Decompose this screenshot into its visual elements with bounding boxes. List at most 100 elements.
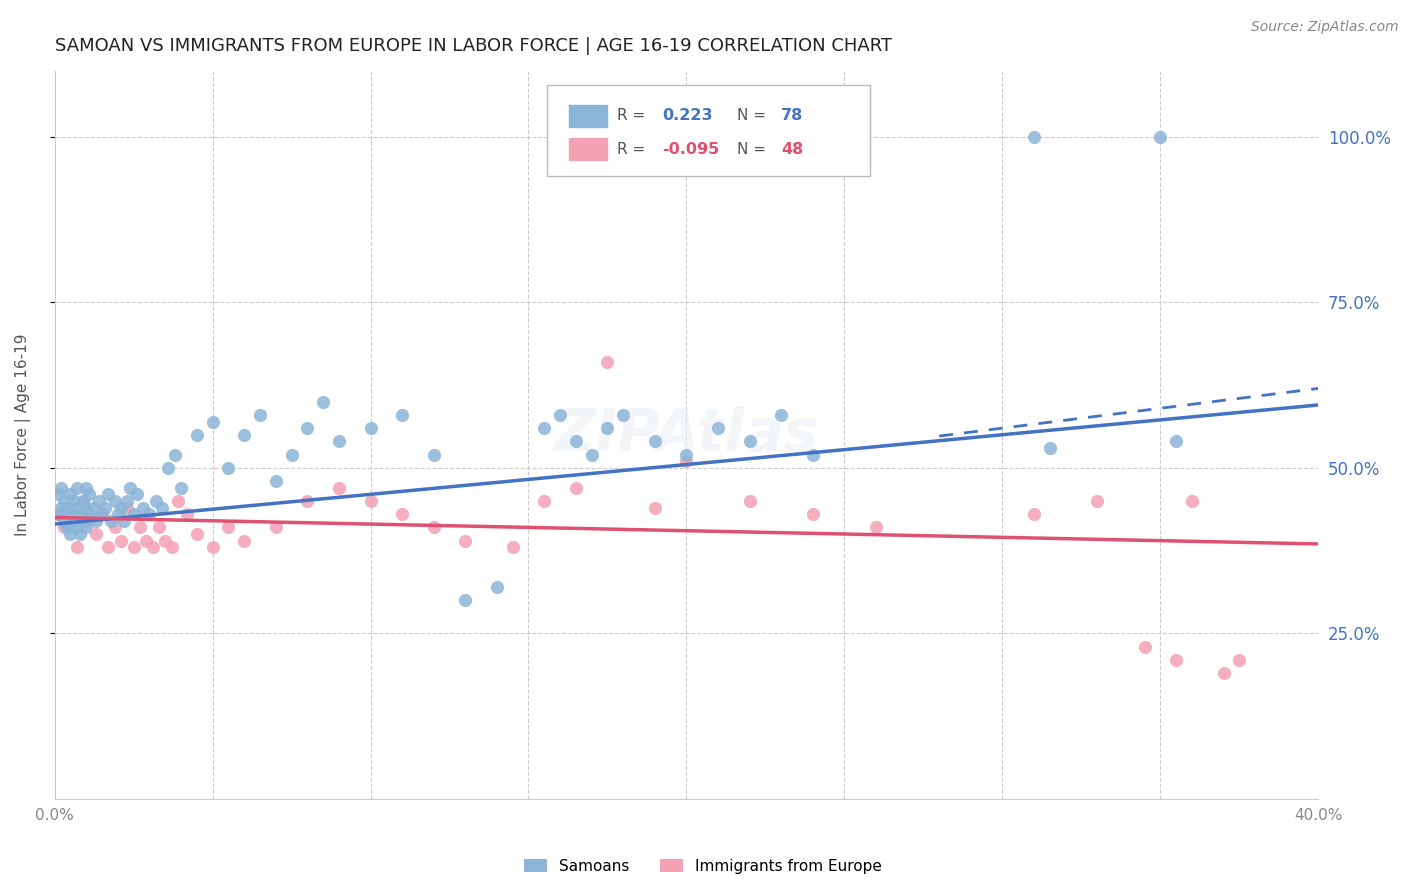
Point	[485, 580, 508, 594]
Point	[97, 541, 120, 555]
Point	[233, 427, 256, 442]
Point	[66, 500, 89, 515]
Point	[249, 408, 271, 422]
Point	[328, 481, 350, 495]
Point	[801, 448, 824, 462]
Point	[72, 494, 94, 508]
Point	[217, 520, 239, 534]
Point	[110, 533, 132, 548]
Point	[644, 500, 666, 515]
Point	[1022, 130, 1045, 145]
Point	[738, 494, 761, 508]
Point	[596, 421, 619, 435]
Point	[297, 494, 319, 508]
Point	[565, 481, 588, 495]
Point	[166, 494, 188, 508]
Point	[66, 520, 89, 534]
Point	[46, 507, 69, 521]
Point	[91, 507, 114, 521]
Point	[59, 527, 82, 541]
Point	[79, 507, 101, 521]
Point	[138, 507, 160, 521]
Point	[201, 415, 224, 429]
Point	[176, 507, 198, 521]
Point	[59, 487, 82, 501]
Point	[72, 494, 94, 508]
Point	[110, 500, 132, 515]
Point	[46, 487, 69, 501]
Point	[186, 527, 208, 541]
Point	[56, 520, 79, 534]
Point	[100, 514, 122, 528]
Point	[120, 481, 142, 495]
Point	[53, 514, 76, 528]
Point	[328, 434, 350, 449]
Point	[59, 500, 82, 515]
Point	[117, 494, 139, 508]
Point	[56, 500, 79, 515]
Text: -0.095: -0.095	[662, 142, 720, 157]
Point	[112, 514, 135, 528]
Point	[264, 474, 287, 488]
Point	[360, 494, 382, 508]
Point	[49, 481, 72, 495]
Point	[707, 421, 730, 435]
Point	[62, 514, 84, 528]
Point	[75, 500, 97, 515]
Point	[612, 408, 634, 422]
Point	[170, 481, 193, 495]
Point	[72, 514, 94, 528]
Point	[69, 527, 91, 541]
Point	[117, 500, 139, 515]
Point	[107, 507, 129, 521]
Text: 78: 78	[782, 109, 803, 123]
Point	[565, 434, 588, 449]
Point	[391, 507, 413, 521]
Point	[533, 421, 555, 435]
Point	[46, 507, 69, 521]
Legend: Samoans, Immigrants from Europe: Samoans, Immigrants from Europe	[517, 853, 889, 880]
Point	[454, 593, 477, 607]
FancyBboxPatch shape	[547, 86, 870, 177]
Text: N =: N =	[737, 109, 770, 123]
Point	[62, 494, 84, 508]
Text: Source: ZipAtlas.com: Source: ZipAtlas.com	[1251, 20, 1399, 34]
Point	[644, 434, 666, 449]
Point	[1164, 653, 1187, 667]
Bar	[569, 105, 607, 127]
Y-axis label: In Labor Force | Age 16-19: In Labor Force | Age 16-19	[15, 334, 31, 536]
Point	[770, 408, 793, 422]
Point	[97, 487, 120, 501]
Point	[422, 448, 444, 462]
Point	[548, 408, 571, 422]
Point	[865, 520, 887, 534]
Point	[1164, 434, 1187, 449]
Point	[801, 507, 824, 521]
Point	[280, 448, 302, 462]
Point	[1181, 494, 1204, 508]
Point	[297, 421, 319, 435]
Point	[94, 500, 117, 515]
Point	[312, 394, 335, 409]
Text: R =: R =	[617, 109, 650, 123]
Point	[1149, 130, 1171, 145]
Point	[122, 507, 145, 521]
Point	[675, 448, 697, 462]
Point	[422, 520, 444, 534]
Point	[91, 507, 114, 521]
Point	[163, 448, 186, 462]
Text: R =: R =	[617, 142, 650, 157]
Point	[596, 355, 619, 369]
Point	[69, 507, 91, 521]
Point	[217, 460, 239, 475]
Point	[87, 494, 110, 508]
Point	[79, 487, 101, 501]
Point	[75, 520, 97, 534]
Point	[675, 454, 697, 468]
Point	[1085, 494, 1108, 508]
Point	[148, 520, 170, 534]
Point	[104, 520, 127, 534]
Point	[145, 494, 167, 508]
Point	[53, 494, 76, 508]
Point	[132, 500, 155, 515]
